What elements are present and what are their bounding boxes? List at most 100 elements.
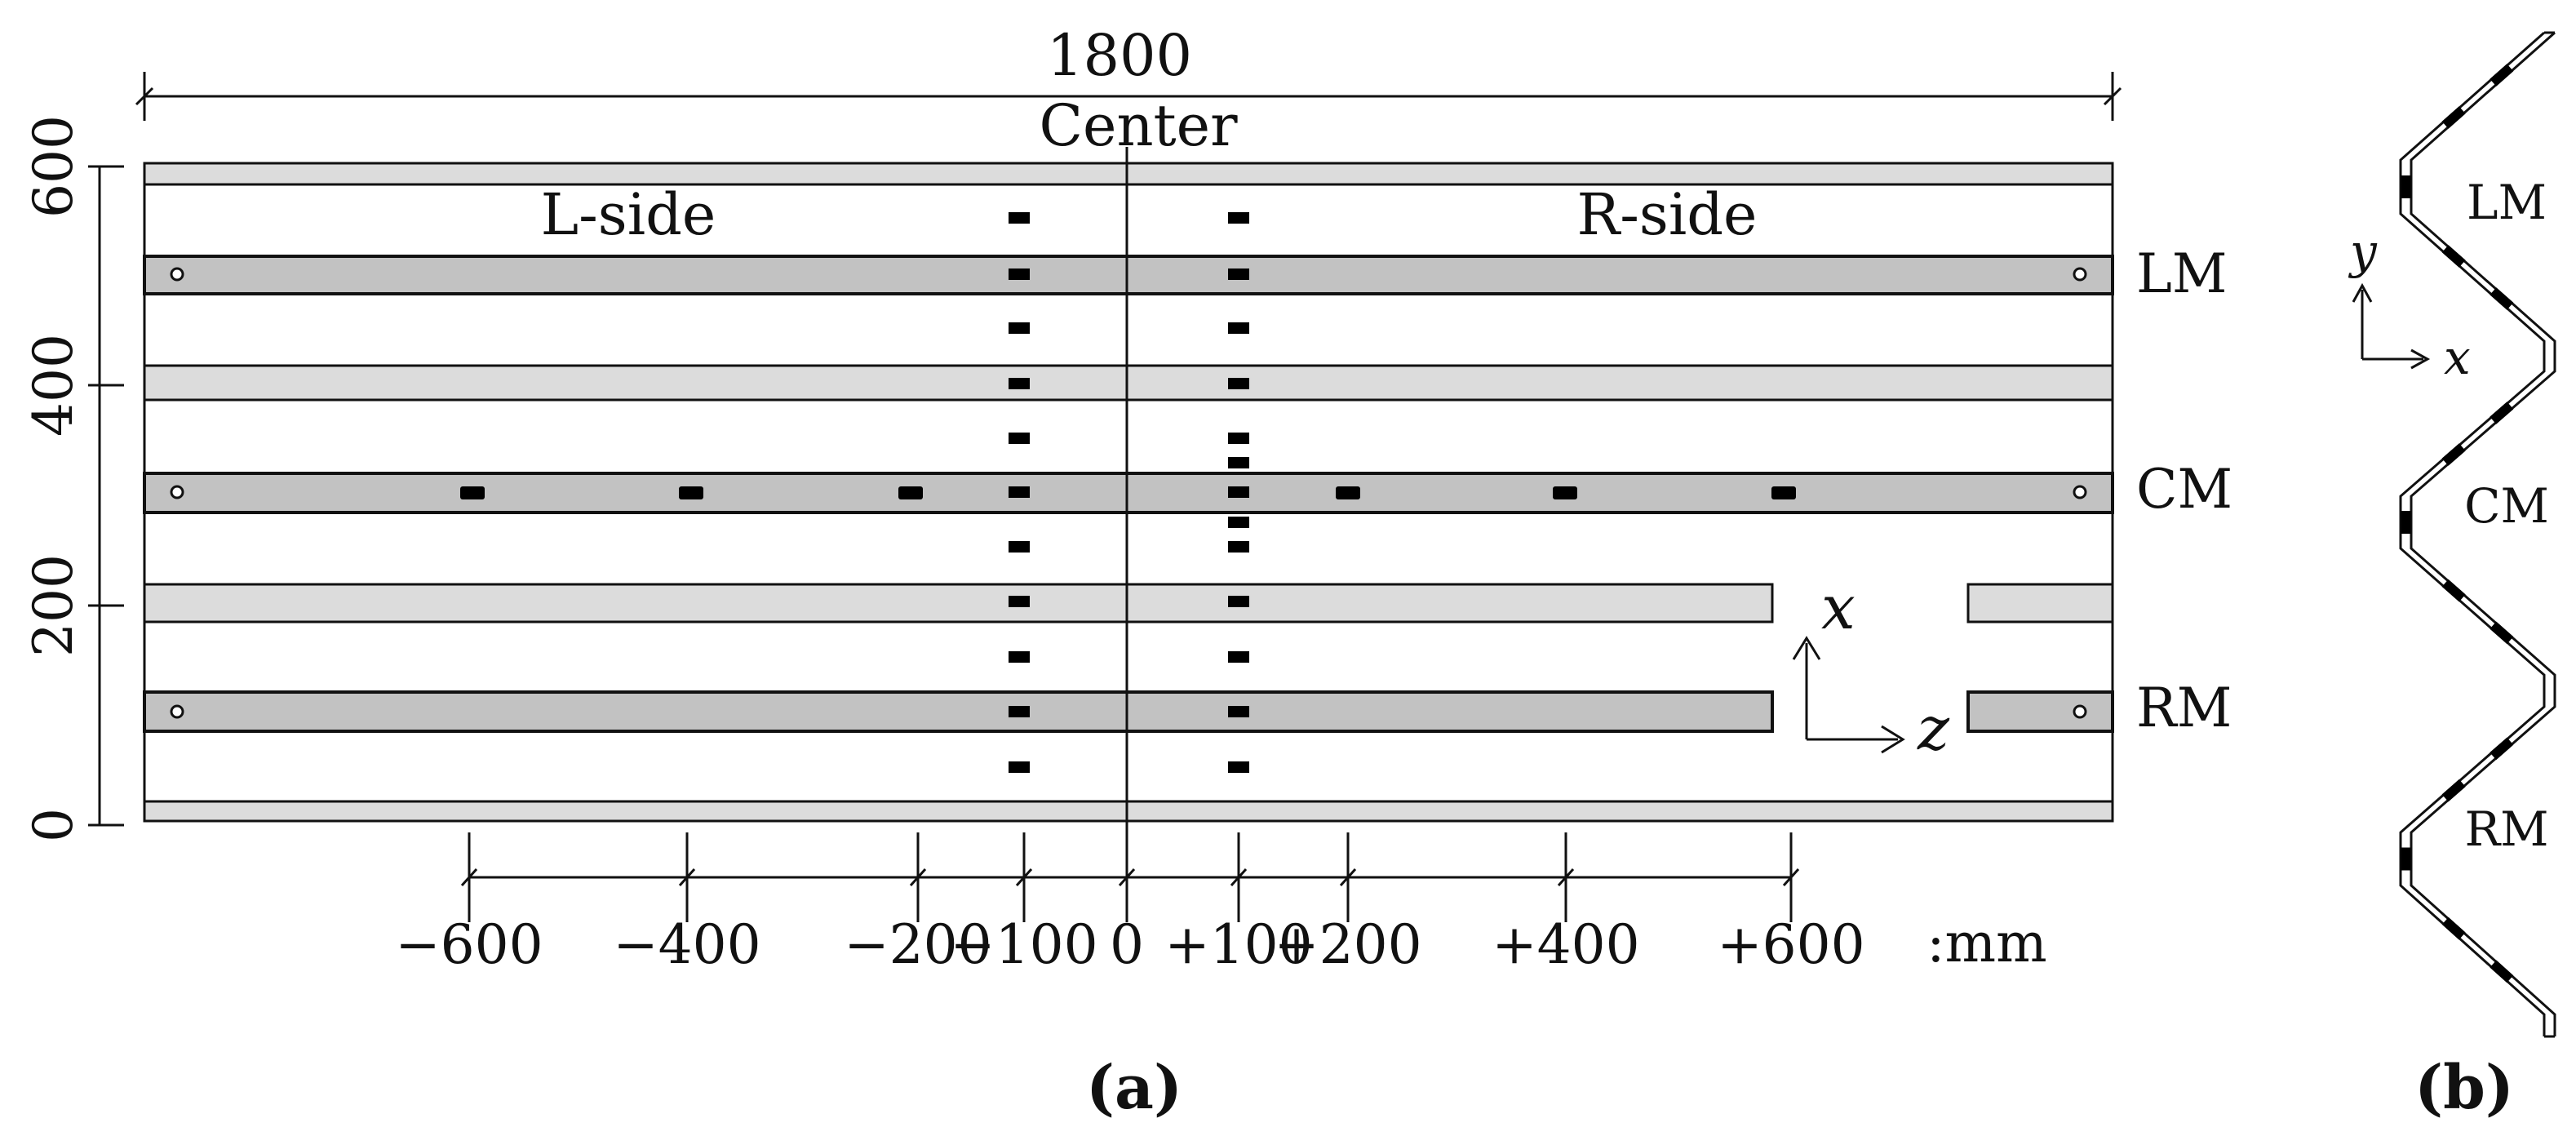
x-axis: −600 −400 −200−100 0 +100+200 +400 +600 [395,832,1865,976]
section-gauge [2490,64,2514,87]
bolt-holes [170,267,2087,719]
section-outer-line [2399,31,2546,1036]
y-tick-label: 200 [22,554,85,657]
row-label-lm: LM [2136,242,2227,305]
strain-gauge [1228,706,1249,717]
strain-gauge [1009,761,1030,773]
section-label-cm: CM [2464,478,2549,534]
bolt-hole [2073,485,2087,499]
x-tick-mark [1557,868,1575,887]
x-tick-label: +600 [1717,913,1864,976]
bolt-hole [170,704,184,719]
light-bands [143,162,2114,823]
band-lm [143,255,2114,295]
y-tick-label: 400 [22,334,85,437]
center-label: Center [1039,92,1238,159]
section-gauge [2490,960,2514,983]
section-label-rm: RM [2464,801,2548,857]
strain-gauge [1228,761,1249,773]
section-gauge [2401,847,2411,871]
section-gauge [2441,106,2466,129]
strain-gauge [1228,268,1249,280]
strain-gauge [1228,541,1249,553]
bolt-hole [170,485,184,499]
dimension-1800 [135,72,2122,121]
panel-a: 1800 Center L-side R-side LM CM RM 0 200… [22,22,2232,1123]
strain-gauge [1009,378,1030,389]
x-tick-label: +200 [1274,913,1421,976]
light-band-lower-right [1966,583,2114,624]
light-band-bottom [143,800,2114,823]
band-rm-right [1966,690,2114,733]
section-gauge [2441,916,2466,940]
caption-b: (b) [2414,1053,2514,1123]
x-tick-label: +400 [1492,913,1639,976]
y-tick-label: 0 [22,808,85,842]
x-unit-label: :mm [1926,912,2046,974]
strain-gauge [679,486,703,499]
strain-gauge [1228,517,1249,528]
strain-gauge [1553,486,1577,499]
section-gauges [2401,64,2514,983]
section-gauge [2441,579,2466,602]
coord-y-label: y [2348,224,2378,279]
total-length-label: 1800 [1047,22,1192,89]
x-tick-mark [1015,868,1033,887]
x-tick-label: −100 [950,913,1097,976]
x-tick-label: −200 [844,913,991,976]
bolt-hole [2073,704,2087,719]
strain-gauge [898,486,923,499]
row-label-rm: RM [2136,677,2232,739]
section-gauge [2441,245,2466,268]
right-side-label: R-side [1577,181,1758,248]
section-gauge [2441,779,2466,802]
x-tick-label: +100 [1164,913,1312,976]
strain-gauge [1228,651,1249,663]
x-tick-label: −600 [395,913,543,976]
section-label-lm: LM [2467,175,2547,230]
band-cm [143,472,2114,514]
section-inner-line [2410,31,2556,1036]
section-gauge [2490,287,2514,310]
section-gauge [2490,402,2514,424]
coord-x-label: x [1821,573,1856,643]
strain-gauge [1009,322,1030,334]
bolt-hole [170,267,184,282]
strain-gauge [1228,433,1249,444]
x-tick-mark [909,868,927,887]
strain-gauge [1009,212,1030,224]
band-rm-left [143,690,1774,733]
strain-gauge [1336,486,1360,499]
strain-gauge [1009,651,1030,663]
strain-gauge [1771,486,1796,499]
x-tick-label: −400 [613,913,760,976]
section-gauge [2490,621,2514,645]
coord-axes-a: x z [1792,573,1950,764]
x-tick-label: 0 [1110,913,1144,976]
row-label-cm: CM [2136,458,2232,521]
strain-gauge [1228,486,1249,498]
left-side-label: L-side [541,181,716,248]
panel-b: LM CM RM y x (b) [2348,31,2556,1123]
strain-gauge [1228,596,1249,607]
light-band-top [143,162,2114,186]
coord-axes-b: y x [2348,224,2471,385]
section-gauge [2401,175,2411,198]
x-tick-mark [1782,868,1800,887]
coord-z-label: z [1917,694,1950,764]
x-tick-mark [1339,868,1357,887]
x-tick-mark [678,868,696,887]
mid-bands [143,255,2114,733]
section-gauge [2401,511,2411,534]
strain-gauge [1009,596,1030,607]
strain-gauges [460,212,1796,773]
strain-gauge [1009,433,1030,444]
strain-gauge [1009,268,1030,280]
light-band-upper [143,364,2114,402]
x-tick-mark [1118,868,1136,887]
strain-gauge [1228,322,1249,334]
strain-gauge [1228,457,1249,468]
strain-gauge [1228,378,1249,389]
